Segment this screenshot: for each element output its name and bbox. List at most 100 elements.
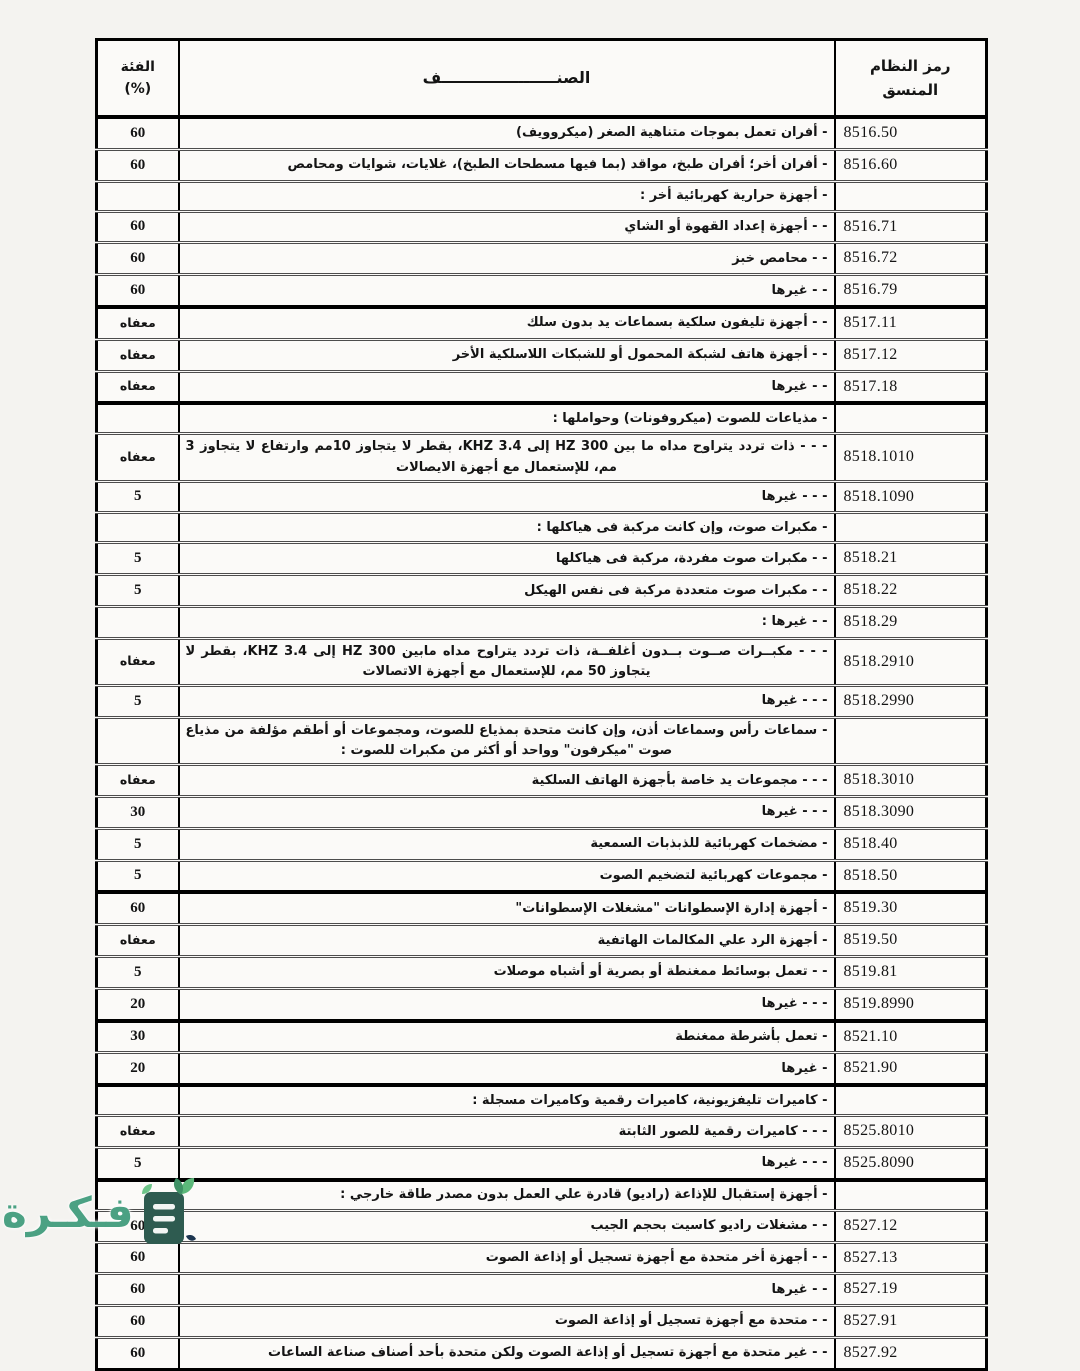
hs-code-cell: 8519.30 — [833, 890, 987, 925]
description-cell: - غيرها — [177, 1051, 835, 1086]
table-row: 8518.50- مجموعات كهربائية لتضخيم الصوت 5 — [96, 858, 987, 893]
rate-cell: معفاه — [96, 636, 179, 686]
rate-cell — [96, 605, 179, 639]
rate-cell: 60 — [96, 890, 179, 925]
hs-code-cell: 8516.60 — [833, 147, 987, 182]
hs-code-cell: 8527.19 — [833, 1272, 987, 1306]
description-cell: - أجهزة الرد علي المكالمات الهاتفية — [177, 923, 835, 957]
rate-cell — [96, 511, 179, 543]
table-row: 8527.91- - متحدة مع أجهزة تسجيل أو إذاعة… — [96, 1304, 987, 1338]
table-row: - كاميرات تليفزيونية، كاميرات رقمية وكام… — [96, 1083, 987, 1116]
rate-cell: 60 — [96, 241, 179, 275]
description-cell: - مذياعات للصوت (ميكروفونات) وحواملها : — [177, 401, 835, 434]
description-cell: - - مكبرات صوت متعددة مركبة فى نفس الهيك… — [177, 573, 835, 607]
table-row: 8519.30- أجهزة إدارة الإسطوانات "مشغلات … — [96, 890, 987, 925]
description-cell: - - - مجموعات يد خاصة بأجهزة الهاتف السل… — [177, 763, 835, 797]
description-cell: - - غيرها : — [177, 605, 835, 639]
description-cell: - - أجهزة هاتف لشبكة المحمول أو للشبكات … — [177, 337, 835, 372]
rate-cell: معفاه — [96, 337, 179, 372]
rate-cell: 30 — [96, 1018, 179, 1053]
description-cell: - - غيرها — [177, 1272, 835, 1306]
hs-code-cell: 8516.72 — [833, 241, 987, 275]
hs-code-cell: 8517.12 — [833, 337, 987, 372]
table-row: 8517.11- - أجهزة تليفون سلكية بسماعات يد… — [96, 304, 987, 340]
description-cell: - - - مكبــرات صــوت بــدون أغلفــة، ذات… — [177, 636, 835, 686]
table-row: 8516.50- أفران تعمل بموجات متناهية الصغر… — [96, 115, 987, 150]
description-cell: - - غير متحدة مع أجهزة تسجيل أو إذاعة ال… — [177, 1335, 835, 1370]
rate-cell: 5 — [96, 541, 179, 575]
description-cell: - - غيرها — [177, 369, 835, 404]
rate-cell: 5 — [96, 684, 179, 718]
rate-cell: 5 — [96, 954, 179, 989]
description-cell: - - - ذات تردد يتراوح مداه ما بين HZ 300… — [177, 432, 835, 482]
description-cell: - - تعمل بوسائط ممغنطة أو بصرية أو أشباه… — [177, 954, 835, 989]
table-row: 8518.29- - غيرها : — [96, 605, 987, 639]
rate-cell: معفاه — [96, 923, 179, 957]
description-cell: - - محامص خبز — [177, 241, 835, 275]
rate-exempt-label: معفاه — [119, 314, 156, 330]
page: { "table": { "header": { "code_line1": "… — [2, 38, 988, 1371]
hs-code-cell: 8527.12 — [833, 1208, 987, 1243]
hs-code-cell: 8518.21 — [833, 541, 987, 575]
rate-cell: 60 — [96, 273, 179, 307]
hs-code-cell — [833, 511, 987, 543]
description-cell: - أجهزة إدارة الإسطوانات "مشغلات الإسطوا… — [177, 890, 835, 925]
description-cell: - مضخمات كهربائية للذبذبات السمعية — [177, 826, 835, 861]
table-row: 8518.40- مضخمات كهربائية للذبذبات السمعي… — [96, 826, 987, 861]
rate-cell: 5 — [96, 573, 179, 607]
table-row: 8518.2910- - - مكبــرات صــوت بــدون أغل… — [96, 636, 987, 686]
rate-cell: 20 — [96, 1051, 179, 1086]
hs-code-cell: 8519.50 — [833, 923, 987, 957]
table-body: 8516.50- أفران تعمل بموجات متناهية الصغر… — [96, 115, 987, 1370]
rate-cell: 5 — [96, 479, 179, 513]
hs-code-cell: 8518.2910 — [833, 636, 987, 686]
description-cell: - - - غيرها — [177, 684, 835, 718]
hs-code-cell — [833, 1177, 987, 1211]
description-cell: - - - غيرها — [177, 795, 835, 829]
description-cell: - - - غيرها — [177, 479, 835, 513]
table-row: 8517.18- - غيرها معفاه — [96, 369, 987, 404]
table-row: 8518.3010- - - مجموعات يد خاصة بأجهزة ال… — [96, 763, 987, 797]
rate-cell: 60 — [96, 147, 179, 182]
hs-code-cell — [833, 401, 987, 434]
hs-code-cell — [833, 715, 987, 765]
hs-code-cell: 8527.91 — [833, 1304, 987, 1338]
rate-exempt-label: معفاه — [119, 346, 156, 362]
header-rate-line2: (%) — [124, 81, 152, 97]
header-rate-line1: الفئة — [120, 58, 155, 75]
table-row: 8525.8010- - - كاميرات رقمية للصور الثاب… — [96, 1114, 987, 1148]
table-row: 8517.12- - أجهزة هاتف لشبكة المحمول أو ل… — [96, 337, 987, 372]
header-description-label: الصنـــــــــــــــــــــف — [422, 68, 591, 88]
rate-cell — [96, 715, 179, 765]
table-row: 8521.90- غيرها 20 — [96, 1051, 987, 1086]
hs-code-cell: 8518.50 — [833, 858, 987, 893]
hs-code-cell: 8516.71 — [833, 209, 987, 243]
rate-cell: معفاه — [96, 1114, 179, 1148]
table-row: 8516.72- - محامص خبز 60 — [96, 241, 987, 275]
table-row: 8518.3090- - - غيرها 30 — [96, 795, 987, 829]
description-cell: - تعمل بأشرطة ممغنطة — [177, 1018, 835, 1053]
hs-code-cell: 8527.13 — [833, 1240, 987, 1274]
hs-code-cell: 8518.1010 — [833, 432, 987, 482]
rate-cell: 60 — [96, 1272, 179, 1306]
hs-code-cell: 8518.2990 — [833, 684, 987, 718]
table-row: - أجهزة إستقبال للإذاعة (راديو) قادرة عل… — [96, 1177, 987, 1211]
description-cell: - - - كاميرات رقمية للصور الثابتة — [177, 1114, 835, 1148]
description-cell: - أجهزة إستقبال للإذاعة (راديو) قادرة عل… — [177, 1177, 835, 1211]
description-cell: - - متحدة مع أجهزة تسجيل أو إذاعة الصوت — [177, 1304, 835, 1338]
description-cell: - أفران أخر؛ أفران طبخ، مواقد (بما فيها … — [177, 147, 835, 182]
table-row: - سماعات رأس وسماعات أذن، وإن كانت متحدة… — [96, 715, 987, 765]
description-cell: - - غيرها — [177, 273, 835, 307]
table-row: 8519.50- أجهزة الرد علي المكالمات الهاتف… — [96, 923, 987, 957]
hs-code-cell: 8518.1090 — [833, 479, 987, 513]
description-cell: - - مكبرات صوت مفردة، مركبة فى هياكلها — [177, 541, 835, 575]
rate-cell: 60 — [96, 1208, 179, 1243]
table-header: رمز النظام المنسق الصنــــــــــــــــــ… — [96, 39, 987, 119]
rate-cell — [96, 1177, 179, 1211]
table-row: 8521.10- تعمل بأشرطة ممغنطة 30 — [96, 1018, 987, 1053]
table-row: 8516.79- - غيرها 60 — [96, 273, 987, 307]
rate-cell — [96, 401, 179, 434]
table-row: 8518.1010- - - ذات تردد يتراوح مداه ما ب… — [96, 432, 987, 482]
description-cell: - مكبرات صوت، وإن كانت مركبة فى هياكلها … — [177, 511, 835, 543]
description-cell: - أفران تعمل بموجات متناهية الصغر (ميكرو… — [177, 115, 835, 150]
